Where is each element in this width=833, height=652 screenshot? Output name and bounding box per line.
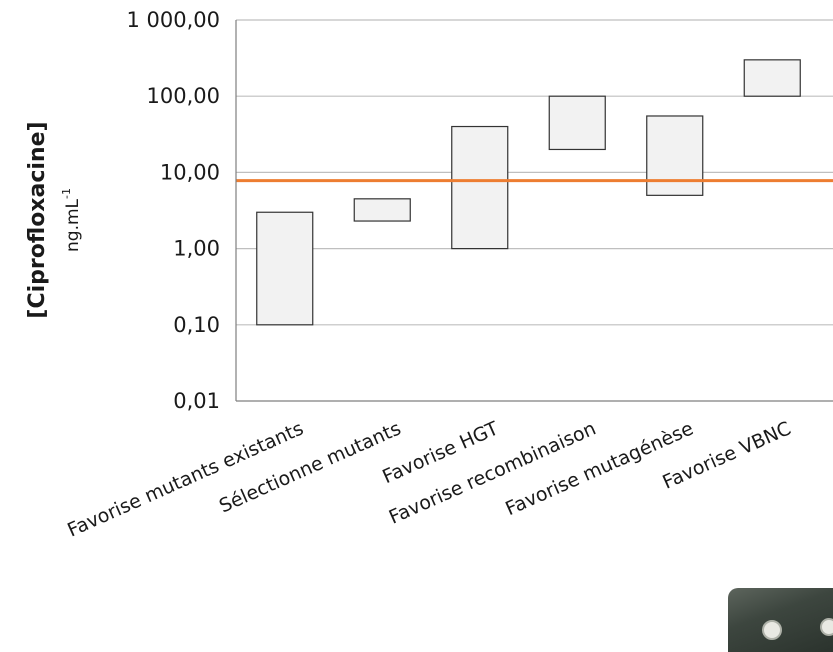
range-bars	[256, 59, 801, 326]
category-label: Sélectionne mutants	[216, 417, 404, 517]
range-bar	[353, 198, 411, 222]
antibiotic-disc	[762, 620, 782, 640]
y-tick-label: 1,00	[173, 237, 220, 261]
range-bar	[743, 59, 801, 97]
range-bar	[256, 211, 314, 326]
y-axis-unit-base: ng.mL	[63, 198, 83, 252]
petri-dish-photo	[728, 588, 833, 652]
range-bar	[548, 95, 606, 151]
y-tick-label: 0,10	[173, 313, 220, 337]
y-tick-label: 0,01	[173, 389, 220, 413]
y-tick-label: 1 000,00	[126, 8, 220, 32]
y-axis-unit: ng.mL-1	[60, 188, 83, 252]
y-axis-unit-exponent: -1	[60, 188, 73, 199]
antibiotic-disc	[820, 618, 833, 636]
range-bar	[451, 125, 509, 250]
range-bar	[646, 115, 704, 196]
y-axis-title: [Ciprofloxacine]	[25, 121, 50, 318]
gridlines	[236, 19, 833, 402]
y-tick-label: 100,00	[147, 84, 220, 108]
y-tick-label: 10,00	[160, 160, 220, 184]
y-tick-labels: 0,01 0,10 1,00 10,00 100,00 1 000,00	[126, 8, 220, 413]
